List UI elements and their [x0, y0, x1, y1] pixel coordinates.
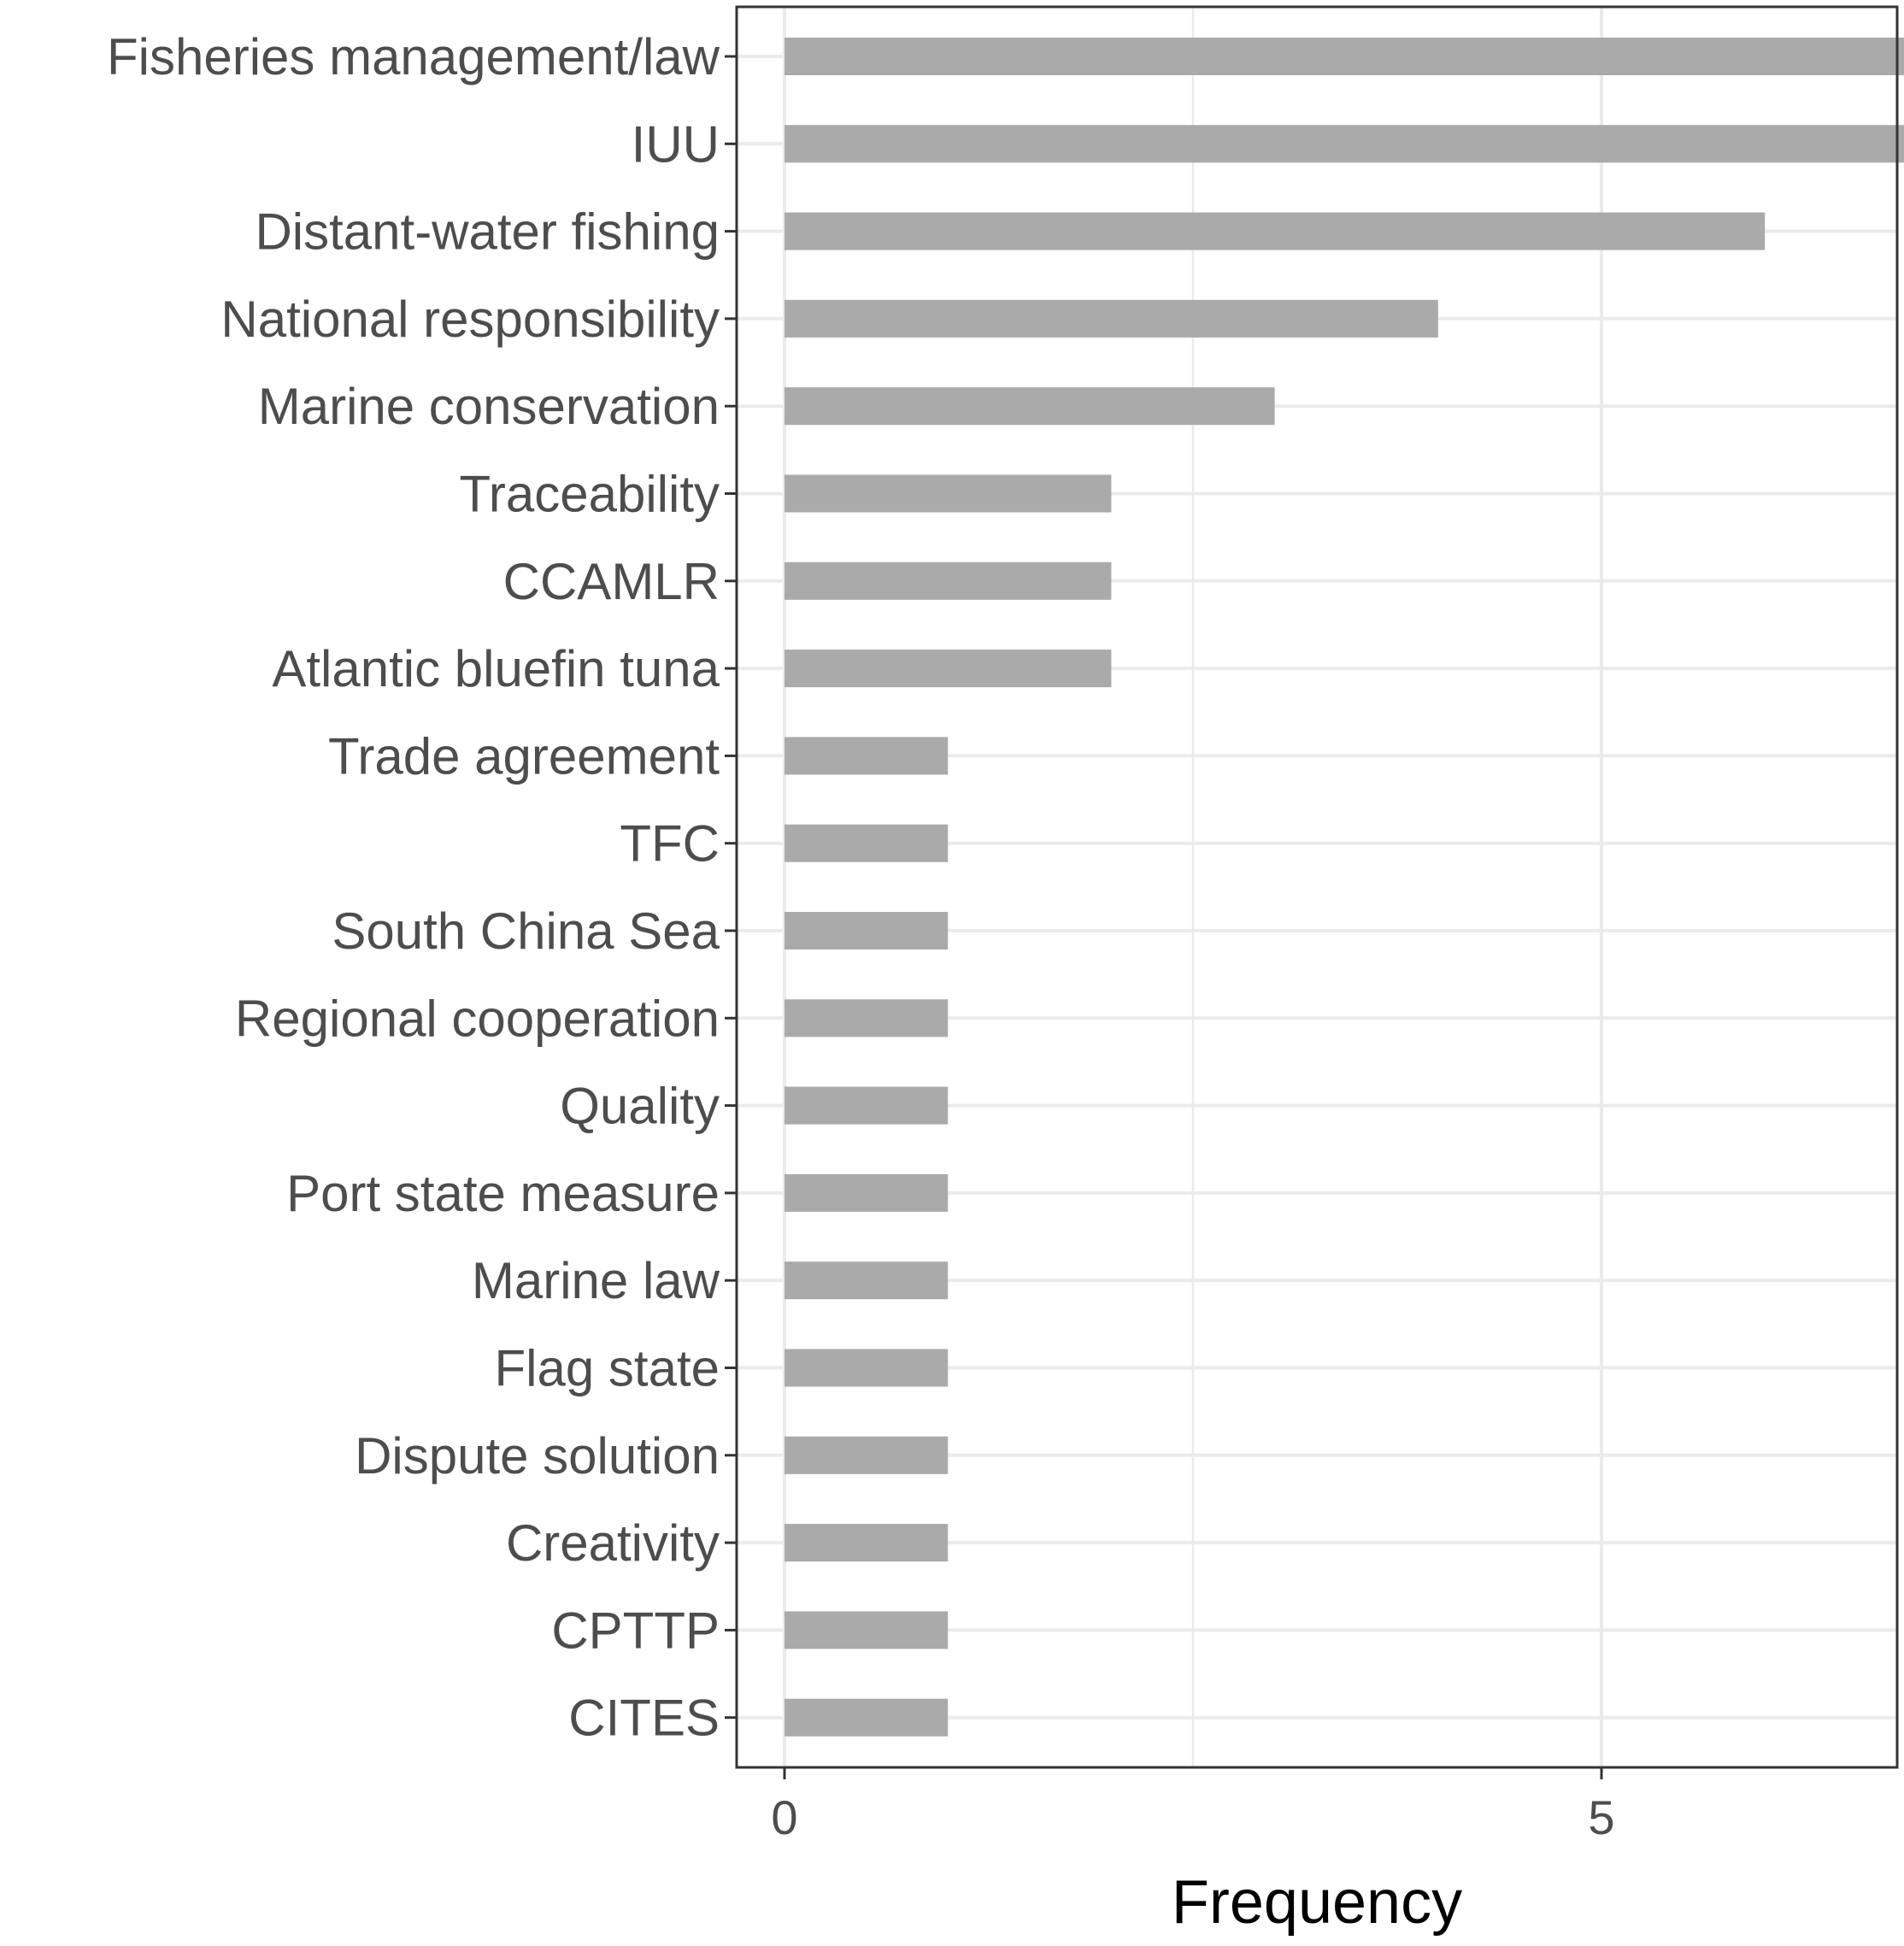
y-tick-label: Marine conservation: [258, 378, 720, 435]
bar: [785, 1349, 949, 1387]
y-tick-label: National responsibility: [220, 291, 720, 348]
bar: [785, 1436, 949, 1474]
x-tick-label: 5: [1588, 1790, 1614, 1844]
bar: [785, 1698, 949, 1737]
y-tick-label: CPTTP: [551, 1602, 720, 1659]
bar: [785, 737, 949, 775]
bar: [785, 650, 1112, 688]
y-tick-label: Quality: [560, 1078, 720, 1135]
y-tick-label: South China Sea: [332, 902, 720, 960]
bar: [785, 38, 1904, 75]
y-tick-label: CCAMLR: [503, 553, 720, 610]
y-tick-label: IUU: [632, 115, 720, 173]
bar: [785, 912, 949, 949]
y-tick-label: Creativity: [506, 1514, 720, 1572]
y-tick-label: Flag state: [495, 1340, 720, 1397]
bar: [785, 474, 1112, 513]
bar: [785, 1611, 949, 1649]
y-tick-label: Distant-water fishing: [255, 203, 720, 261]
y-tick-label: CITES: [568, 1690, 720, 1747]
bar: [785, 561, 1112, 600]
bar: [785, 1524, 949, 1562]
bars: [785, 38, 1904, 1737]
bar: [785, 299, 1438, 338]
bar: [785, 212, 1766, 250]
x-axis: 0510: [771, 1767, 1615, 1844]
bar: [785, 1086, 949, 1125]
y-tick-label: Fisheries management/law: [107, 28, 720, 85]
bar: [785, 1173, 949, 1212]
bar: [785, 824, 949, 862]
grid-lines: [737, 7, 1897, 1767]
y-tick-label: Dispute solution: [355, 1427, 720, 1484]
panel-border: [735, 5, 1899, 1769]
y-tick-label: Regional cooperation: [235, 990, 720, 1047]
y-tick-label: TFC: [620, 815, 720, 873]
x-tick-label: 0: [771, 1790, 797, 1844]
bar: [785, 1261, 949, 1300]
y-axis: Fisheries management/law IUU Distant-water…: [107, 28, 737, 1747]
y-tick-label: Trade agreement: [328, 727, 720, 785]
y-tick-label: Atlantic bluefin tuna: [272, 640, 720, 697]
bar: [785, 125, 1904, 163]
y-tick-label: Marine law: [472, 1252, 720, 1309]
x-axis-title: Frequency: [1172, 1868, 1462, 1937]
y-tick-label: Port state measure: [286, 1165, 720, 1222]
bar: [785, 387, 1275, 426]
y-tick-label: Traceability: [459, 466, 720, 523]
bar: [785, 999, 949, 1038]
